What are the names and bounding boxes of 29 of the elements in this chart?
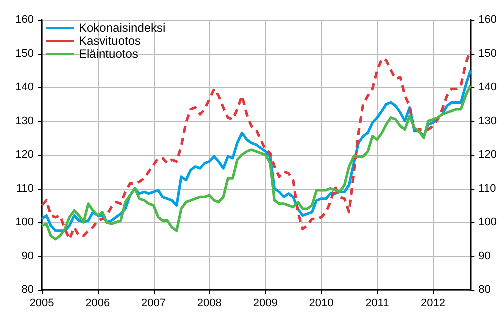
y-tick-label: 160 [16,14,34,26]
legend-label: Kokonaisindeksi [79,21,166,35]
x-tick-label: 2010 [309,298,334,310]
y-tick-label: 130 [16,115,34,128]
y-tick-label: 100 [16,216,34,228]
x-tick-label: 2011 [366,298,390,310]
x-tick-label: 2009 [253,298,278,310]
y-tick-label: 120 [16,149,34,161]
x-tick-label: 2006 [86,298,110,310]
y2-tick-label: 110 [478,182,496,195]
y-tick-label: 80 [22,284,34,296]
x-tick-label: 2007 [142,298,166,310]
legend-label: Eläintuotos [79,47,138,61]
y2-tick-label: 100 [478,216,498,228]
legend-label: Kasvituotos [79,34,142,48]
y-tick-label: 150 [16,48,34,60]
y2-tick-label: 80 [478,284,491,296]
y2-tick-label: 130 [478,115,498,128]
x-tick-label: 2012 [421,298,446,310]
x-tick-label: 2008 [197,298,222,310]
y-tick-label: 90 [22,250,34,262]
y2-tick-label: 150 [478,48,498,60]
y-tick-label: 140 [16,82,34,94]
y2-tick-label: 160 [478,14,498,26]
y-tick-label: 110 [16,182,34,195]
x-tick-label: 2005 [30,298,54,310]
y2-tick-label: 140 [478,82,498,94]
y2-tick-label: 120 [478,149,498,161]
y2-tick-label: 90 [478,250,491,262]
